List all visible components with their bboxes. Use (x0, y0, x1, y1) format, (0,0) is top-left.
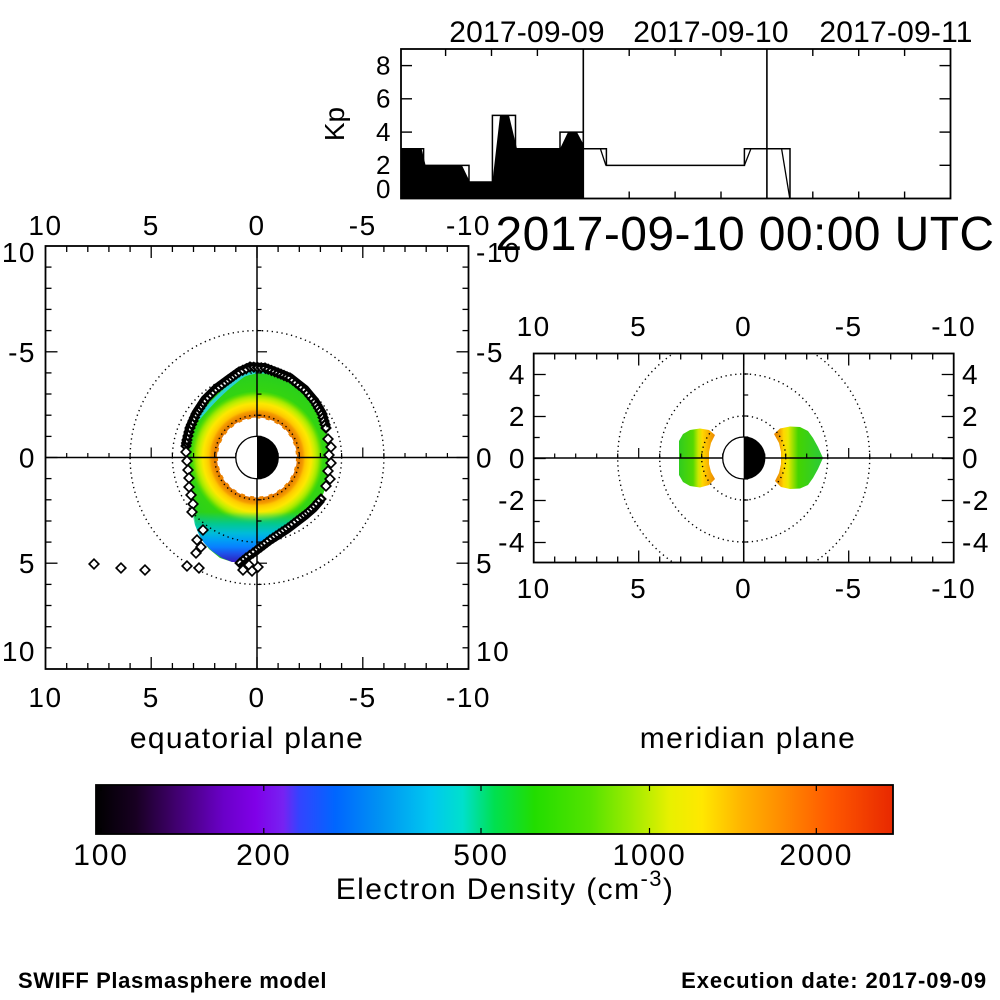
svg-text:5: 5 (19, 548, 36, 579)
svg-text:0: 0 (376, 174, 392, 204)
svg-text:meridian plane: meridian plane (640, 722, 856, 755)
svg-text:-5: -5 (349, 210, 377, 241)
svg-text:-5: -5 (349, 682, 377, 713)
svg-text:-2: -2 (498, 485, 526, 516)
svg-text:2: 2 (376, 150, 392, 180)
svg-text:2017-09-10: 2017-09-10 (633, 16, 788, 49)
svg-text:0: 0 (735, 311, 752, 342)
svg-text:500: 500 (453, 839, 508, 872)
svg-text:2017-09-09: 2017-09-09 (449, 16, 604, 49)
svg-text:10: 10 (28, 682, 62, 713)
svg-text:10: 10 (2, 636, 36, 667)
svg-text:1000: 1000 (613, 839, 687, 872)
svg-text:-10: -10 (446, 682, 491, 713)
svg-text:0: 0 (19, 443, 36, 474)
svg-text:0: 0 (509, 443, 526, 474)
svg-text:0: 0 (248, 682, 265, 713)
svg-text:Execution date: 2017-09-09: Execution date: 2017-09-09 (681, 968, 987, 993)
svg-text:2017-09-10 00:00 UTC: 2017-09-10 00:00 UTC (496, 208, 995, 261)
svg-text:10: 10 (28, 210, 62, 241)
svg-text:10: 10 (476, 636, 510, 667)
svg-text:Kp: Kp (319, 107, 350, 141)
svg-text:200: 200 (236, 839, 291, 872)
svg-text:4: 4 (509, 359, 526, 390)
svg-text:5: 5 (476, 548, 493, 579)
svg-text:2000: 2000 (779, 839, 853, 872)
svg-text:5: 5 (143, 210, 160, 241)
svg-text:-10: -10 (476, 237, 521, 268)
svg-text:4: 4 (962, 359, 979, 390)
svg-text:-10: -10 (446, 210, 491, 241)
svg-text:2: 2 (509, 401, 526, 432)
svg-text:-5: -5 (8, 337, 36, 368)
svg-text:10: 10 (517, 573, 551, 604)
svg-text:-5: -5 (835, 573, 863, 604)
svg-text:0: 0 (735, 573, 752, 604)
svg-text:5: 5 (630, 311, 647, 342)
svg-text:0: 0 (476, 443, 493, 474)
svg-text:-5: -5 (476, 337, 504, 368)
svg-text:6: 6 (376, 84, 392, 114)
svg-text:8: 8 (376, 50, 392, 80)
svg-text:-2: -2 (962, 485, 990, 516)
svg-text:10: 10 (2, 237, 36, 268)
svg-text:-10: -10 (931, 311, 976, 342)
svg-text:0: 0 (962, 443, 979, 474)
svg-text:-10: -10 (931, 573, 976, 604)
svg-text:10: 10 (517, 311, 551, 342)
svg-text:-4: -4 (962, 527, 990, 558)
svg-text:-5: -5 (835, 311, 863, 342)
svg-text:2: 2 (962, 401, 979, 432)
svg-text:5: 5 (630, 573, 647, 604)
svg-text:5: 5 (143, 682, 160, 713)
svg-text:Electron Density (cm-3): Electron Density (cm-3) (336, 866, 675, 906)
svg-text:-4: -4 (498, 527, 526, 558)
svg-text:0: 0 (248, 210, 265, 241)
svg-text:2017-09-11: 2017-09-11 (819, 16, 972, 49)
svg-text:4: 4 (376, 117, 392, 147)
svg-text:100: 100 (73, 839, 128, 872)
svg-text:equatorial plane: equatorial plane (130, 722, 364, 755)
svg-text:SWIFF Plasmasphere model: SWIFF Plasmasphere model (18, 968, 327, 993)
